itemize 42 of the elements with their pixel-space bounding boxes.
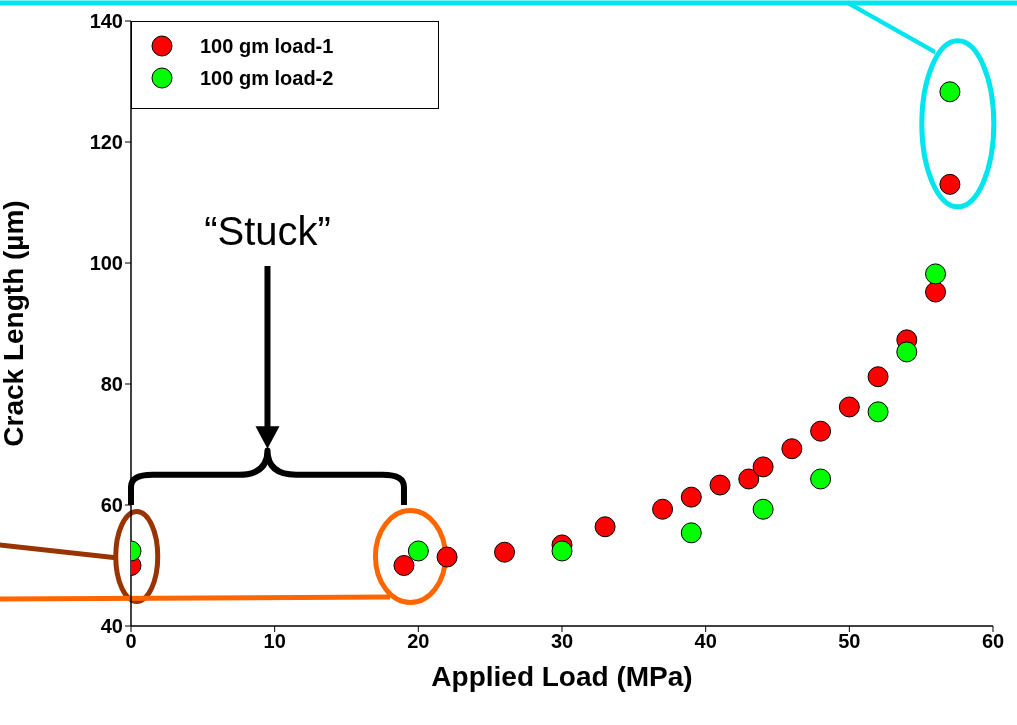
x-tick-label: 30 [550, 630, 574, 653]
point [407, 540, 429, 562]
point [594, 516, 616, 538]
y-tick-label: 120 [89, 131, 123, 154]
point [551, 540, 573, 562]
point [436, 546, 458, 568]
x-tick-label: 50 [838, 630, 861, 653]
legend-label: 100 gm load-2 [200, 66, 334, 90]
point [925, 281, 947, 303]
y-tick-label: 100 [89, 252, 123, 275]
point [896, 341, 918, 363]
point [709, 474, 731, 496]
y-tick-label: 80 [100, 373, 123, 396]
y-tick-label: 140 [89, 10, 123, 33]
x-tick-label: 60 [981, 630, 1005, 653]
x-tick-label: 10 [263, 630, 286, 653]
point [810, 420, 832, 442]
point [925, 263, 947, 285]
point [838, 396, 860, 418]
x-axis-title: Applied Load (MPa) [431, 661, 693, 692]
y-axis-title: Crack Length (µm) [0, 200, 29, 447]
point [680, 486, 702, 508]
point [680, 522, 702, 544]
y-tick-label: 60 [100, 494, 123, 517]
point [867, 401, 889, 423]
annotation: “Stuck” [204, 208, 331, 253]
x-tick-label: 0 [125, 630, 137, 653]
point [939, 173, 961, 195]
point [738, 468, 760, 490]
point [939, 81, 961, 103]
point [781, 438, 803, 460]
legend-label: 100 gm load-1 [200, 34, 334, 58]
point [752, 456, 774, 478]
point [810, 468, 832, 490]
x-tick-label: 40 [694, 630, 717, 653]
point [393, 555, 415, 576]
point [867, 366, 889, 388]
y-tick-label: 40 [100, 615, 123, 638]
point [752, 498, 774, 520]
point [494, 541, 516, 563]
point [652, 498, 674, 520]
x-tick-label: 20 [407, 630, 430, 653]
